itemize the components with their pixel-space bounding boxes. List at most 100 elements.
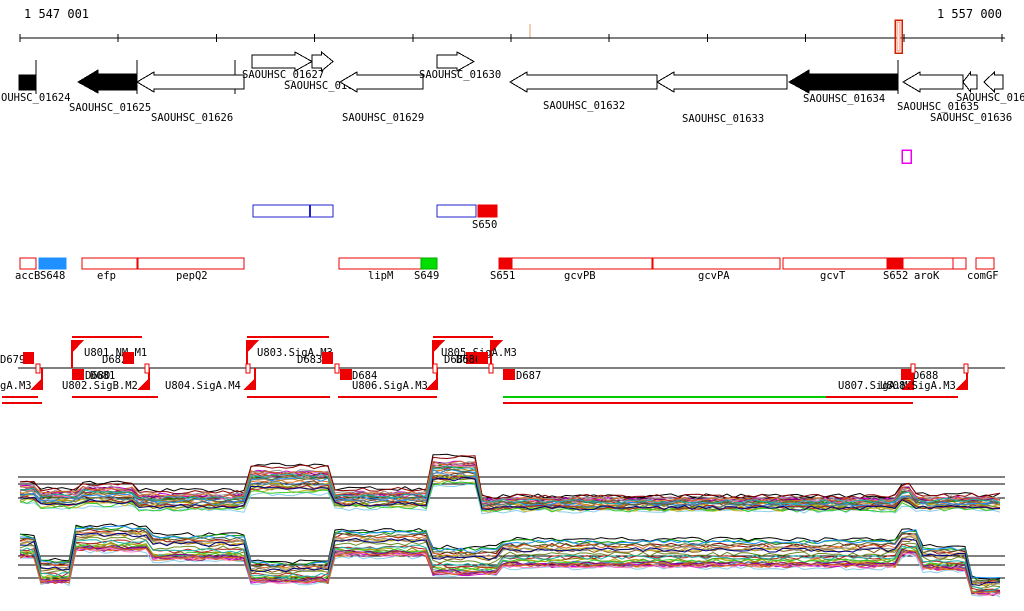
signal-series <box>19 480 1001 513</box>
signal-series <box>19 531 1001 587</box>
tu-flag-down[interactable] <box>137 378 149 390</box>
tu-tick[interactable] <box>245 363 251 374</box>
tu-bar-above[interactable] <box>247 336 329 338</box>
ruler-marker[interactable] <box>894 19 903 54</box>
gene-box-label: S652 <box>883 270 908 282</box>
tu-u-label: U803.SigA.M3 <box>257 347 333 359</box>
gene-box-accB[interactable] <box>19 257 37 270</box>
gene-arrow-SAOUHSC_01630[interactable] <box>436 51 476 72</box>
gene-label: SAOUHSC_01625 <box>69 102 151 114</box>
tu-d-box[interactable] <box>123 352 134 364</box>
tu-d-box[interactable] <box>901 369 913 380</box>
tu-bar-below[interactable] <box>338 396 437 398</box>
transcript-box[interactable] <box>252 204 334 218</box>
tu-flag-up[interactable] <box>72 340 84 353</box>
gene-arrow-SAOUHSC_01632[interactable] <box>509 71 658 93</box>
tu-promoter-label: U806.SigA.M3 <box>352 380 428 392</box>
tu-tick[interactable] <box>432 363 438 374</box>
tu-bar-below[interactable] <box>247 396 330 398</box>
tu-flag-up[interactable] <box>433 340 445 353</box>
ruler-marker-inner <box>896 21 901 52</box>
gene-box-label: efp <box>97 270 116 282</box>
tu-d-box[interactable] <box>322 352 333 364</box>
gene-box-aroK[interactable] <box>902 257 954 270</box>
tu-d-box[interactable] <box>477 352 488 364</box>
tu-bar-below[interactable] <box>826 396 958 398</box>
tu-flag-down[interactable] <box>425 378 437 390</box>
tu-bar-below[interactable] <box>72 396 158 398</box>
tu-flag-up[interactable] <box>491 340 503 353</box>
gene-arrow-SAOUHSC_01626[interactable] <box>136 71 245 93</box>
tu-d-label: D686 <box>456 354 481 366</box>
tu-tick[interactable] <box>334 363 340 374</box>
tu-flag-down[interactable] <box>955 378 967 390</box>
gene-label: OUHSC_01624 <box>1 92 71 104</box>
gene-arrow-SAOUHSC_01633[interactable] <box>656 71 788 93</box>
tu-d-box[interactable] <box>503 369 515 380</box>
signal-band-reverse <box>19 522 1001 598</box>
gene-box-unnamed[interactable] <box>952 257 967 270</box>
tu-bar-below[interactable] <box>2 402 42 404</box>
gene-box-lipM[interactable] <box>338 257 422 270</box>
signal-series <box>19 530 1001 585</box>
gene-box-S649[interactable] <box>420 257 438 270</box>
tu-d-box[interactable] <box>23 352 34 364</box>
tu-tick[interactable] <box>910 363 916 374</box>
gene-box-comGF[interactable] <box>975 257 995 270</box>
tu-tick[interactable] <box>35 363 41 374</box>
gene-box-label: accB <box>15 270 40 282</box>
signal-series <box>19 464 1001 505</box>
gene-arrow-SAOUHSC_01627[interactable] <box>251 51 314 72</box>
gene-box-gcvPA[interactable] <box>652 257 781 270</box>
gene-label: SAOUHSC_01635 <box>897 101 979 113</box>
signal-series <box>19 546 1001 597</box>
signal-band-forward <box>19 453 1001 515</box>
tu-tick[interactable] <box>144 363 150 374</box>
gene-arrow-SAOUHSC_01635[interactable] <box>902 71 964 93</box>
tu-d-box[interactable] <box>466 352 477 364</box>
gene-box-S648[interactable] <box>38 257 67 270</box>
gene-box-label: gcvPA <box>698 270 730 282</box>
tu-bar-below[interactable] <box>2 396 38 398</box>
signal-series <box>19 477 1001 511</box>
gene-arrow-SAOUHSC_01628[interactable] <box>311 50 334 73</box>
tu-flag-down[interactable] <box>901 378 913 390</box>
signal-series <box>19 532 1001 586</box>
tu-bar-above[interactable] <box>72 336 142 338</box>
gene-box-S652[interactable] <box>886 257 904 270</box>
tu-bar-above[interactable] <box>433 336 493 338</box>
gene-box-gcvT[interactable] <box>782 257 888 270</box>
gene-box-efp[interactable] <box>81 257 138 270</box>
tu-tick[interactable] <box>488 363 494 374</box>
tu-d-box[interactable] <box>340 369 352 380</box>
transcript-box[interactable] <box>436 204 477 218</box>
signal-series <box>19 546 1001 594</box>
gene-arrow-SAOUHSC_01625[interactable] <box>76 69 138 94</box>
tu-tick[interactable] <box>963 363 969 374</box>
gene-arrow-OUHSC_01624[interactable] <box>18 74 37 91</box>
gene-arrow-SAOUHSC_01629[interactable] <box>339 71 424 93</box>
annotation-pink-box[interactable] <box>901 149 912 164</box>
gene-label: SAOUHSC_01634 <box>803 93 885 105</box>
tu-promoter-label: U802.SigB.M2 <box>62 380 138 392</box>
transcript-box[interactable] <box>477 204 498 218</box>
gene-box-pepQ2[interactable] <box>137 257 245 270</box>
gene-box-S651[interactable] <box>498 257 513 270</box>
tu-flag-down[interactable] <box>30 378 42 390</box>
tu-flag-down[interactable] <box>243 378 255 390</box>
signal-series <box>19 522 1001 580</box>
signal-series <box>19 466 1001 506</box>
gene-arrow-SAOUHSC_01636[interactable] <box>962 70 978 94</box>
gene-box-gcvPB[interactable] <box>511 257 653 270</box>
tu-bar-below[interactable] <box>503 396 826 398</box>
tu-bar-below[interactable] <box>503 402 913 404</box>
tu-flag-up[interactable] <box>247 340 259 353</box>
gene-arrow-SAOUHSC_01634[interactable] <box>787 69 899 94</box>
tu-d-box[interactable] <box>72 369 84 380</box>
gene-box-label: S651 <box>490 270 515 282</box>
tu-d-label: D681 <box>90 370 115 382</box>
gene-label: SAOUHSC_01629 <box>342 112 424 124</box>
gene-arrow-SAOUHSC_0163[interactable] <box>983 70 1004 94</box>
